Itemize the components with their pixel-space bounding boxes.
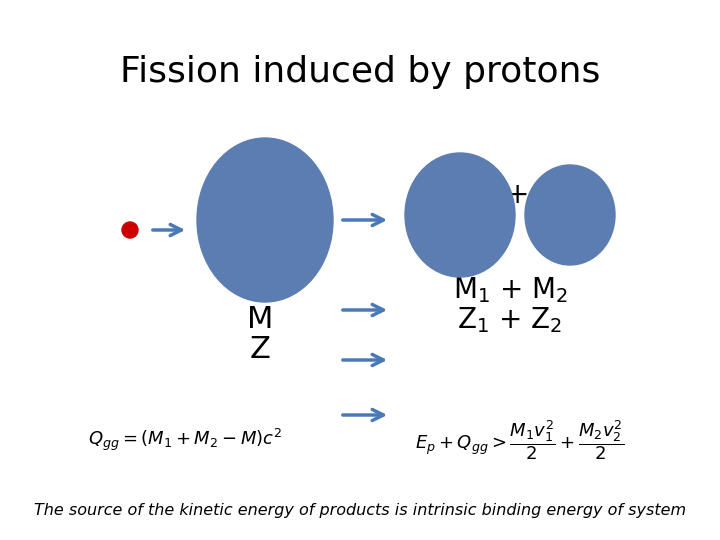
Text: $E_p+Q_{gg} > \dfrac{M_1 v_1^2}{2} + \dfrac{M_2 v_2^2}{2}$: $E_p+Q_{gg} > \dfrac{M_1 v_1^2}{2} + \df… xyxy=(415,418,624,462)
Ellipse shape xyxy=(525,165,615,265)
Ellipse shape xyxy=(197,138,333,302)
Text: Z: Z xyxy=(250,335,271,364)
Text: Fission induced by protons: Fission induced by protons xyxy=(120,55,600,89)
Circle shape xyxy=(122,222,138,238)
Text: $Q_{gg} = (M_1 + M_2 - M)c^2$: $Q_{gg} = (M_1 + M_2 - M)c^2$ xyxy=(88,427,282,453)
Text: The source of the kinetic energy of products is intrinsic binding energy of syst: The source of the kinetic energy of prod… xyxy=(34,503,686,517)
Ellipse shape xyxy=(405,153,515,277)
Text: M: M xyxy=(247,306,273,334)
Text: +: + xyxy=(506,181,530,209)
Text: M$_1$ + M$_2$: M$_1$ + M$_2$ xyxy=(453,275,567,305)
Text: Z$_1$ + Z$_2$: Z$_1$ + Z$_2$ xyxy=(457,305,562,335)
